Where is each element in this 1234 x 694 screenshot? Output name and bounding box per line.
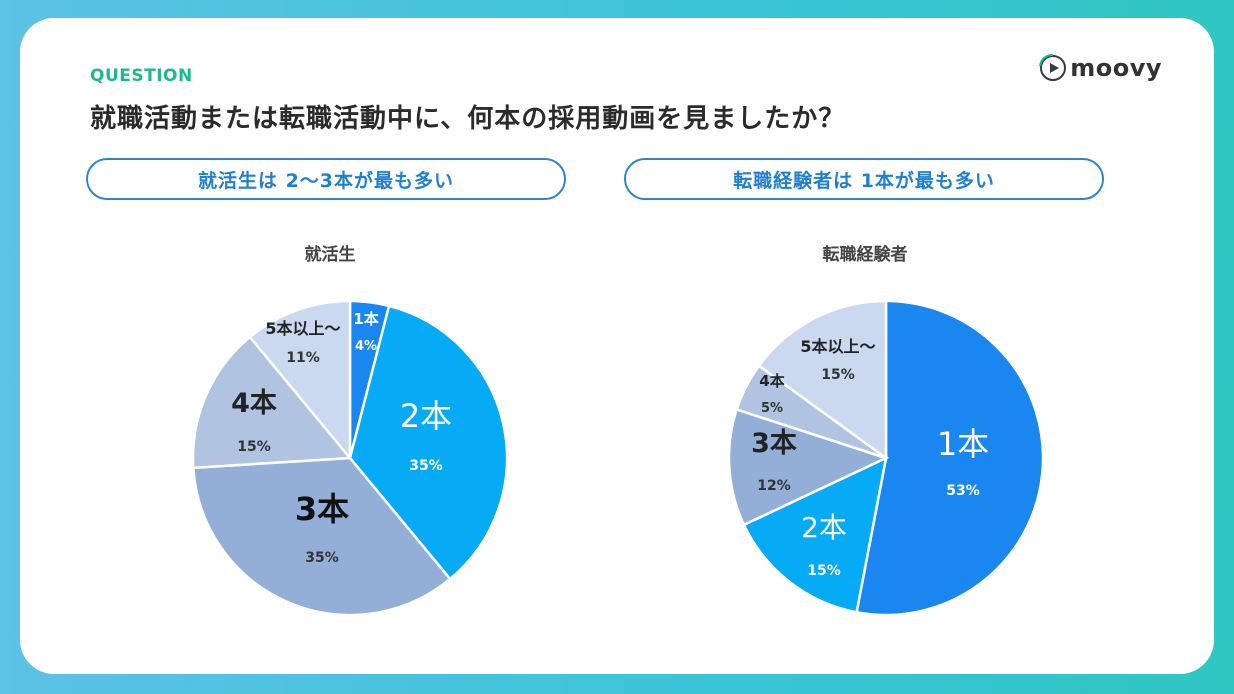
pie-slice [191,335,353,470]
slice-percent-label: 4% [355,339,377,354]
question-label: QUESTION [90,66,193,86]
summary-pill-students: 就活生は 2〜3本が最も多い [86,158,566,200]
slice-percent-label: 35% [305,550,339,566]
pie-slice [855,299,1045,617]
slice-label: 1本 [353,310,378,328]
slice-percent-label: 35% [409,458,443,474]
slice-percent-label: 15% [821,367,855,383]
play-icon [1040,55,1067,81]
slice-label: 4本 [231,388,277,419]
chart-title-students: 就活生 [304,245,356,265]
summary-pill-job-changers: 転職経験者は 1本が最も多い [624,158,1104,200]
logo-text: moovy [1070,54,1162,82]
slice-label: 2本 [400,397,452,435]
slice-label: 3本 [295,490,349,528]
slice-label: 2本 [801,511,847,544]
slice-label: 3本 [751,428,797,459]
slice-label: 1本 [937,425,989,463]
slice-percent-label: 12% [757,478,791,494]
pie-slice [727,407,890,527]
pie-slice [757,299,888,461]
slice-percent-label: 11% [286,350,320,366]
slice-label: 5本以上〜 [800,337,875,356]
pie-slice [348,304,509,581]
slice-percent-label: 5% [761,401,783,416]
pie-slice [248,299,352,462]
pie-slice [742,455,888,614]
chart-title-job-changers: 転職経験者 [822,245,908,265]
slide-card: QUESTION 就職活動または転職活動中に、何本の採用動画を見ましたか？ mo… [20,18,1214,674]
slice-percent-label: 15% [807,563,841,579]
slice-label: 5本以上〜 [265,319,340,338]
pie-slice [191,456,452,617]
page-title: 就職活動または転職活動中に、何本の採用動画を見ましたか？ [90,104,846,134]
slice-percent-label: 15% [237,439,271,455]
slice-percent-label: 53% [946,483,980,499]
slice-label: 4本 [759,372,784,390]
moovy-logo: moovy [1040,54,1162,82]
